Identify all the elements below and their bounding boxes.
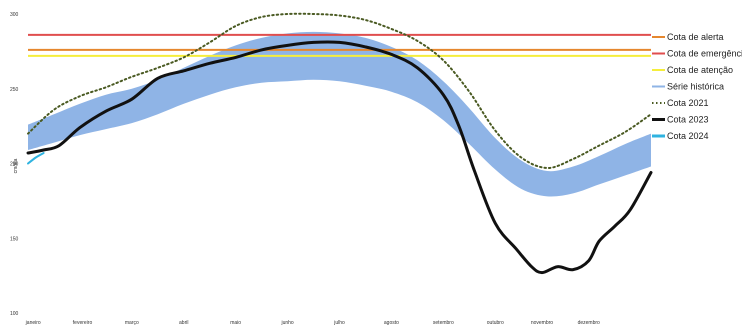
legend-item-1: Cota de emergência [652,49,742,59]
legend-item-4: Cota 2021 [652,98,709,108]
x-tick-label: outubro [487,320,504,326]
x-tick-label: setembro [433,320,454,326]
series-line-2 [27,152,45,165]
y-tick-label: 300 [10,12,19,18]
legend-label: Série histórica [667,82,724,92]
legend-label: Cota de emergência [667,49,742,59]
y-axis: 100 150 200 250 300 [10,12,19,317]
x-tick-label: junho [280,320,293,326]
x-tick-label: abril [179,320,188,326]
legend-item-2: Cota de atenção [652,65,733,75]
historical-band-area [28,31,651,197]
y-tick-label: 200 [10,162,19,168]
x-tick-label: março [125,320,139,326]
y-tick-label: 250 [10,87,19,93]
x-tick-label: agosto [384,320,399,326]
legend-item-6: Cota 2024 [652,131,709,141]
x-tick-label: janeiro [25,320,41,326]
x-tick-label: dezembro [578,320,600,326]
legend-label: Cota 2021 [667,98,709,108]
series-line-1 [26,40,653,275]
x-tick-label: julho [333,320,345,326]
y-axis-label: cm/dia [13,158,19,173]
legend-item-3: Série histórica [652,82,724,92]
x-axis: janeiro fevereiro março abril maio junho julho… [25,320,600,326]
threshold-lines [28,33,651,57]
legend-item-0: Cota de alerta [652,32,724,42]
series-line-0 [27,12,652,170]
legend-item-5: Cota 2023 [652,115,709,125]
legend-label: Cota de alerta [667,32,724,42]
x-tick-label: novembro [531,320,553,326]
legend: Cota de alerta Cota de emergência Cota de … [652,32,742,141]
x-tick-label: fevereiro [73,320,93,326]
legend-label: Cota 2024 [667,131,709,141]
y-tick-label: 100 [10,311,19,317]
x-tick-label: maio [230,320,241,326]
legend-label: Cota 2023 [667,115,709,125]
legend-label: Cota de atenção [667,65,733,75]
y-tick-label: 150 [10,236,19,242]
historical-band [28,31,651,197]
series-lines [26,12,653,275]
